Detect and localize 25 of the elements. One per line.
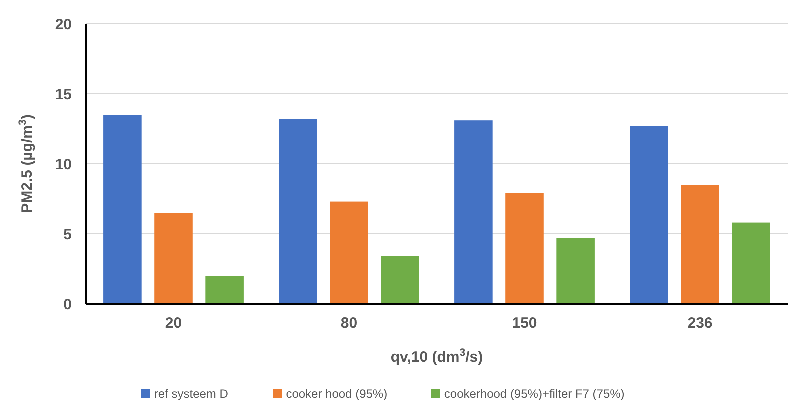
x-tick-label: 150 xyxy=(512,315,538,332)
x-tick-label: 236 xyxy=(688,315,713,332)
bar xyxy=(506,193,544,304)
bar xyxy=(330,202,368,304)
y-tick-label: 10 xyxy=(55,156,72,174)
legend-label: cooker hood (95%) xyxy=(286,387,388,401)
bar xyxy=(279,119,318,304)
legend-label: cookerhood (95%)+filter F7 (75%) xyxy=(444,387,625,401)
bar xyxy=(630,126,668,304)
y-tick-label: 5 xyxy=(64,226,72,244)
x-tick-label: 80 xyxy=(340,315,358,332)
bar xyxy=(681,185,720,304)
bar xyxy=(104,115,142,304)
y-tick-label: 20 xyxy=(55,16,72,34)
y-tick-label: 0 xyxy=(64,296,72,314)
x-tick-label: 20 xyxy=(165,315,182,332)
bar xyxy=(206,276,244,304)
bar xyxy=(381,256,420,304)
bar xyxy=(154,213,193,304)
bar xyxy=(556,238,595,304)
y-tick-label: 15 xyxy=(55,86,72,104)
legend-label: ref systeem D xyxy=(154,387,229,401)
bar xyxy=(454,120,493,304)
bar xyxy=(732,222,770,304)
x-axis-title: qv,10 (dm$^{3}$/s) xyxy=(390,347,484,366)
